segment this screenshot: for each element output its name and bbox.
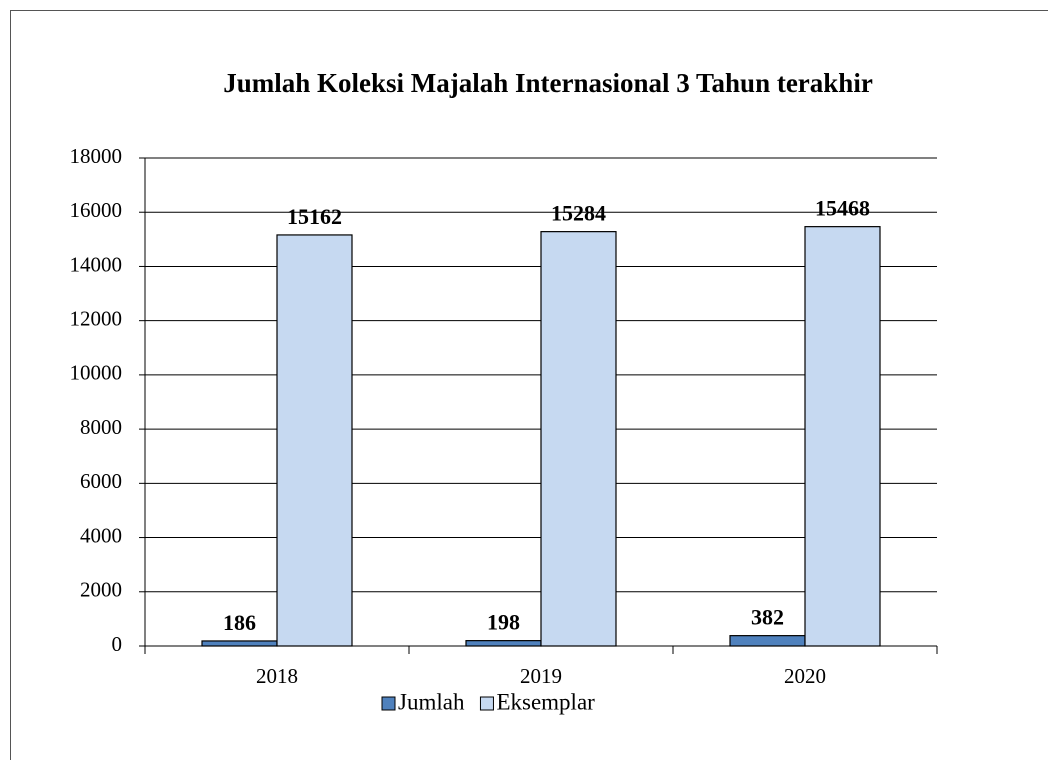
- data-label: 15162: [287, 204, 342, 229]
- legend-label: Eksemplar: [496, 689, 595, 714]
- legend-label: Jumlah: [398, 689, 465, 714]
- bar: [540, 231, 617, 647]
- y-tick-label: 0: [112, 632, 123, 656]
- y-tick-label: 6000: [80, 469, 122, 493]
- bar: [804, 226, 881, 647]
- chart-title: Jumlah Koleksi Majalah Internasional 3 T…: [223, 68, 873, 98]
- data-label: 186: [223, 610, 256, 635]
- bar: [729, 635, 806, 647]
- y-tick-label: 12000: [70, 306, 123, 330]
- data-label: 382: [751, 605, 784, 630]
- data-label: 198: [487, 610, 520, 635]
- y-tick-label: 18000: [70, 144, 123, 168]
- data-label: 15284: [551, 201, 606, 226]
- y-tick-label: 16000: [70, 198, 123, 222]
- x-tick-label: 2019: [520, 664, 562, 688]
- y-tick-label: 8000: [80, 415, 122, 439]
- y-tick-label: 14000: [70, 252, 123, 276]
- bar: [465, 640, 542, 647]
- y-tick-label: 2000: [80, 578, 122, 602]
- x-tick-label: 2020: [784, 664, 826, 688]
- legend-swatch: [381, 696, 396, 711]
- x-tick-label: 2018: [256, 664, 298, 688]
- data-label: 15468: [815, 196, 870, 221]
- bar: [276, 234, 353, 647]
- chart-frame: [10, 10, 1048, 760]
- bar: [201, 640, 278, 647]
- y-tick-label: 4000: [80, 523, 122, 547]
- legend-swatch: [479, 696, 494, 711]
- y-tick-label: 10000: [70, 361, 123, 385]
